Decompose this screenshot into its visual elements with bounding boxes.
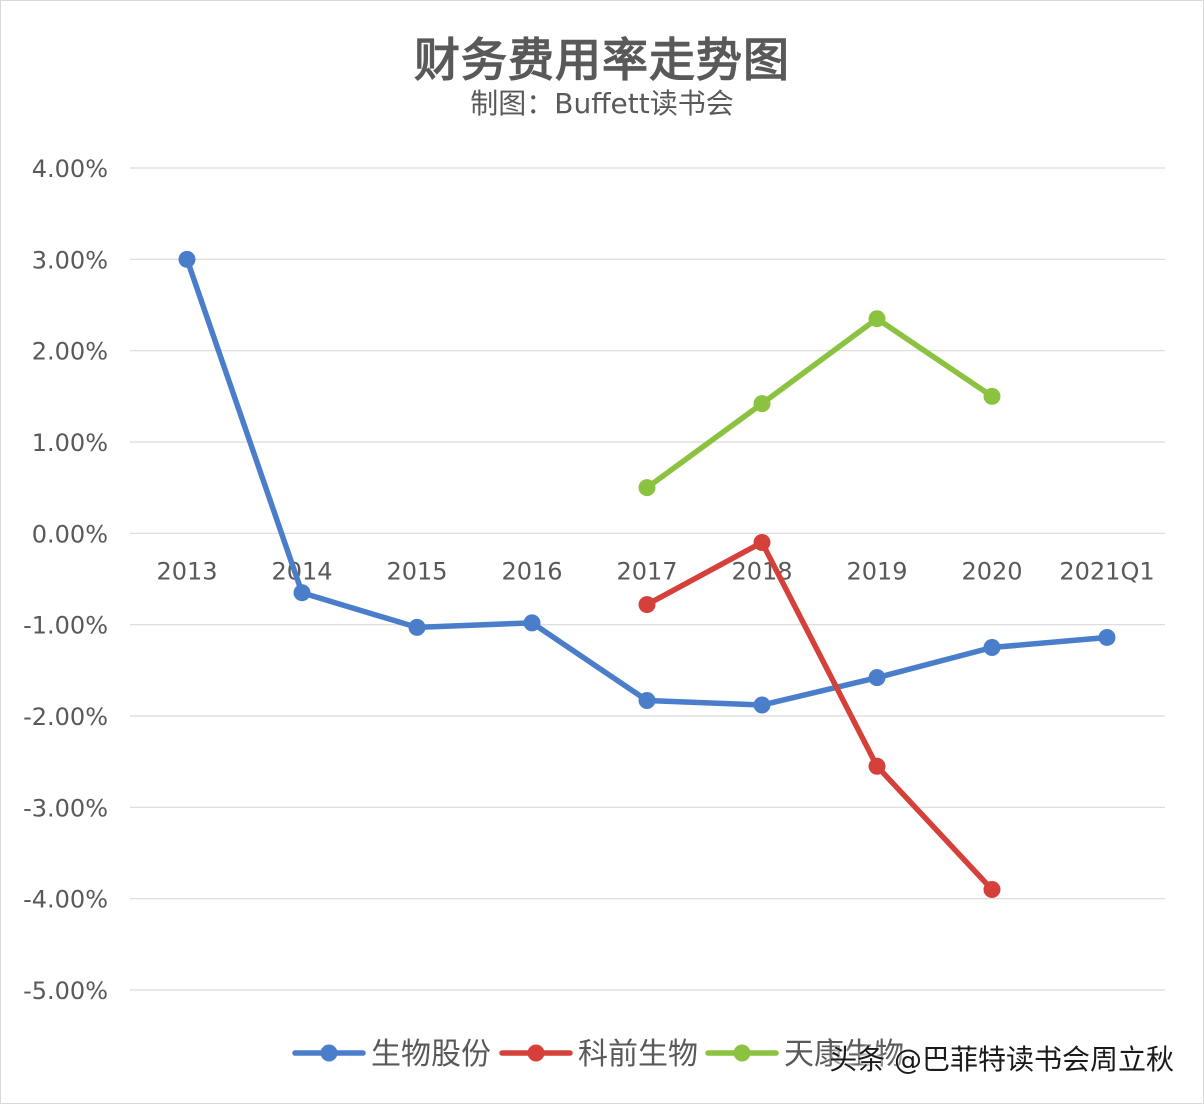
legend-label: 生物股份 xyxy=(371,1037,491,1072)
data-point xyxy=(638,479,656,497)
data-point xyxy=(868,757,886,775)
chart-subtitle: 制图：Buffett读书会 xyxy=(470,87,734,120)
data-point xyxy=(868,669,886,687)
y-tick-label: -5.00% xyxy=(23,977,108,1005)
data-point xyxy=(293,584,311,602)
x-tick-label: 2013 xyxy=(156,557,217,585)
data-point xyxy=(178,250,196,268)
legend-marker xyxy=(733,1044,751,1062)
y-tick-label: 4.00% xyxy=(32,155,108,183)
x-tick-label: 2020 xyxy=(961,557,1022,585)
series-line xyxy=(644,315,995,491)
data-point xyxy=(753,696,771,714)
legend-marker xyxy=(320,1044,338,1062)
y-tick-label: -4.00% xyxy=(23,886,108,914)
data-point xyxy=(983,387,1001,405)
x-tick-label: 2015 xyxy=(386,557,447,585)
data-point xyxy=(638,691,656,709)
y-tick-label: 1.00% xyxy=(32,429,108,457)
data-point xyxy=(408,618,426,636)
x-tick-label: 2016 xyxy=(501,557,562,585)
data-point xyxy=(1098,628,1116,646)
x-tick-label: 2021Q1 xyxy=(1059,557,1154,585)
data-point xyxy=(523,614,541,632)
y-tick-label: 2.00% xyxy=(32,338,108,366)
y-tick-label: -1.00% xyxy=(23,612,108,640)
watermark-text: 头条 @巴菲特读书会周立秋 xyxy=(829,1043,1174,1076)
data-point xyxy=(868,310,886,328)
y-tick-label: -3.00% xyxy=(23,794,108,822)
data-point xyxy=(638,596,656,614)
data-point xyxy=(753,533,771,551)
legend-label: 天康生物 xyxy=(784,1037,904,1072)
x-tick-label: 2019 xyxy=(846,557,907,585)
x-tick-label: 2017 xyxy=(616,557,677,585)
y-tick-label: 3.00% xyxy=(32,246,108,274)
data-point xyxy=(753,395,771,413)
y-tick-label: 0.00% xyxy=(32,520,108,548)
data-point xyxy=(983,639,1001,656)
y-tick-label: -2.00% xyxy=(23,703,108,731)
series-line xyxy=(644,539,995,893)
data-point xyxy=(983,881,1001,899)
legend-label: 科前生物 xyxy=(578,1037,698,1072)
legend-marker xyxy=(527,1044,545,1062)
chart-title: 财务费用率走势图 xyxy=(414,33,790,87)
x-tick-label: 2014 xyxy=(271,557,332,585)
